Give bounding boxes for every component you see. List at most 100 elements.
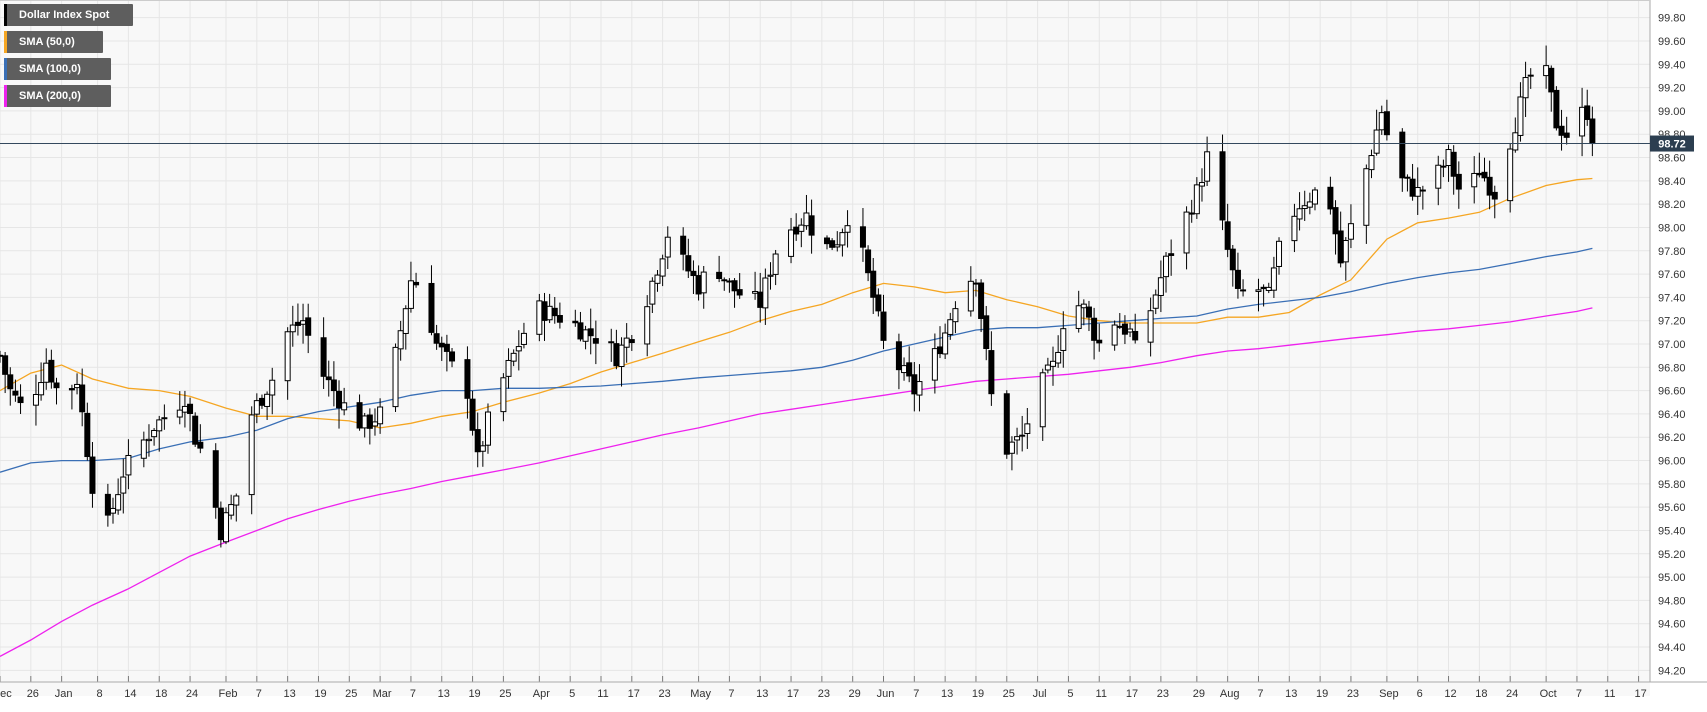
candle-body <box>721 279 728 282</box>
candle-body <box>74 383 81 389</box>
candle-body <box>1014 436 1021 441</box>
candle-body <box>48 359 55 383</box>
x-tick-label: 11 <box>1604 688 1615 700</box>
candle-body <box>942 332 949 355</box>
candle-body <box>1276 240 1283 267</box>
candle-body <box>1563 132 1570 138</box>
legend-swatch-dollar-index <box>4 4 7 26</box>
candle-body <box>104 493 111 516</box>
y-tick-label: 99.60 <box>1658 36 1686 48</box>
candle-body <box>515 346 522 352</box>
candle-body <box>988 350 995 395</box>
candle-body <box>577 322 584 340</box>
x-tick-label: 25 <box>1003 688 1015 700</box>
legend-item-sma-200[interactable]: SMA (200,0) <box>4 85 111 107</box>
y-tick-label: 98.00 <box>1658 222 1686 234</box>
candle-body <box>1445 149 1452 167</box>
x-tick-label: 13 <box>438 688 450 700</box>
candle-body <box>300 320 307 325</box>
candle-body <box>336 390 343 409</box>
candle-body <box>187 403 194 414</box>
candle-body <box>325 376 332 381</box>
candle-body <box>1147 310 1154 343</box>
candle-body <box>1111 324 1118 346</box>
candle-body <box>505 359 512 377</box>
candle-body <box>1481 171 1488 179</box>
candle-body <box>916 381 923 396</box>
y-tick-label: 95.60 <box>1658 502 1686 514</box>
candle-body <box>546 305 553 321</box>
candle-body <box>1019 434 1026 437</box>
x-tick-label: Jun <box>877 688 895 700</box>
candle-body <box>1522 77 1529 99</box>
x-tick-label: 7 <box>1576 688 1582 700</box>
candle-body <box>1337 230 1344 264</box>
candle-body <box>947 319 954 335</box>
legend-label-dollar-index: Dollar Index Spot <box>19 9 110 21</box>
candle-body <box>289 324 296 333</box>
candle-body <box>839 232 846 246</box>
candle-body <box>156 419 163 432</box>
candle-body <box>223 512 230 543</box>
candle-body <box>536 300 543 335</box>
candle-body <box>120 476 127 494</box>
legend-item-sma-100[interactable]: SMA (100,0) <box>4 58 111 80</box>
candle-body <box>1039 372 1046 428</box>
candle-body <box>1127 328 1134 333</box>
candle-body <box>12 390 19 396</box>
legend-label-sma-100: SMA (100,0) <box>19 63 81 75</box>
y-tick-label: 97.40 <box>1658 292 1686 304</box>
legend-item-dollar-index[interactable]: Dollar Index Spot <box>4 4 133 26</box>
candle-body <box>870 270 877 298</box>
candle-body <box>967 280 974 312</box>
y-tick-label: 98.20 <box>1658 199 1686 211</box>
candle-body <box>901 365 908 374</box>
x-tick-label: 7 <box>728 688 734 700</box>
legend-label-sma-200: SMA (200,0) <box>19 90 81 102</box>
x-tick-label: 14 <box>124 688 136 700</box>
candle-body <box>1404 176 1411 179</box>
candle-body <box>551 307 558 317</box>
candle-body <box>1517 96 1524 136</box>
candle-body <box>110 507 117 514</box>
candle-body <box>428 282 435 333</box>
candle-body <box>736 289 743 296</box>
candle-body <box>983 315 990 350</box>
x-tick-label: 6 <box>1417 688 1423 700</box>
x-tick-label: 17 <box>787 688 799 700</box>
candle-body <box>464 359 471 399</box>
candle-body <box>1589 118 1596 145</box>
candle-body <box>834 244 841 248</box>
candle-body <box>176 409 183 418</box>
candle-body <box>407 280 414 309</box>
candle-body <box>330 379 337 392</box>
x-tick-label: 19 <box>314 688 326 700</box>
y-tick-label: 96.60 <box>1658 386 1686 398</box>
candle-body <box>1296 208 1303 220</box>
candle-body <box>1219 151 1226 221</box>
candle-body <box>392 346 399 408</box>
x-tick-label: 19 <box>1316 688 1328 700</box>
x-tick-label: Jul <box>1033 688 1047 700</box>
x-tick-label: 12 <box>1444 688 1456 700</box>
y-tick-label: 96.80 <box>1658 362 1686 374</box>
x-tick-label: Dec <box>0 688 12 700</box>
candle-body <box>1419 189 1426 192</box>
candle-body <box>38 382 45 396</box>
candle-body <box>89 456 96 494</box>
y-tick-label: 98.60 <box>1658 153 1686 165</box>
candle-body <box>1435 164 1442 189</box>
candle-body <box>402 308 409 334</box>
candle-body <box>269 379 276 396</box>
candle-body <box>695 275 702 295</box>
candle-body <box>716 271 723 280</box>
candle-body <box>1301 205 1308 210</box>
candle-body <box>1055 351 1062 364</box>
candle-body <box>803 212 810 227</box>
legend-item-sma-50[interactable]: SMA (50,0) <box>4 31 103 53</box>
candle-body <box>53 382 60 389</box>
candle-body <box>1327 186 1334 210</box>
candle-body <box>7 374 14 390</box>
legend-swatch-sma-100 <box>4 58 7 80</box>
